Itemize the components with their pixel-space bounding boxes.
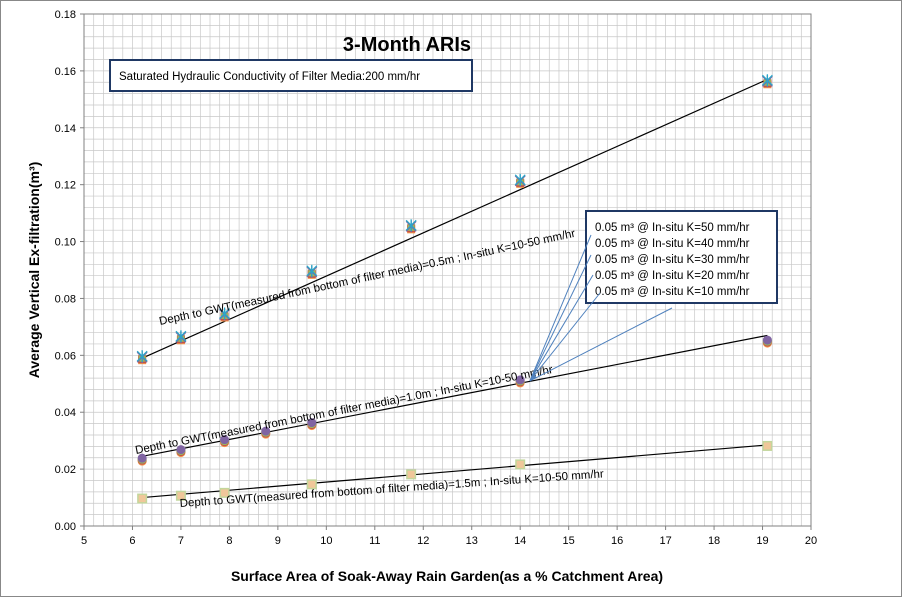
y-tick-label: 0.04 bbox=[55, 407, 76, 419]
data-point-k50 bbox=[136, 350, 148, 363]
x-tick-label: 18 bbox=[708, 535, 720, 547]
x-tick-label: 14 bbox=[514, 535, 526, 547]
annotation-box bbox=[109, 59, 473, 92]
x-tick-label: 11 bbox=[369, 535, 380, 547]
legend-entry: 0.05 m³ @ In-situ K=40 mm/hr bbox=[595, 238, 750, 250]
data-point-k40 bbox=[515, 375, 525, 385]
x-tick-label: 6 bbox=[129, 535, 135, 547]
data-point-k10 bbox=[516, 460, 524, 468]
y-tick-label: 0.14 bbox=[55, 123, 76, 135]
data-point-k10 bbox=[308, 480, 316, 488]
arrow-head bbox=[529, 373, 537, 381]
x-tick-label: 15 bbox=[563, 535, 575, 547]
x-tick-label: 7 bbox=[178, 535, 184, 547]
legend-entry: 0.05 m³ @ In-situ K=50 mm/hr bbox=[595, 222, 750, 234]
x-tick-label: 13 bbox=[466, 535, 478, 547]
legend-entry: 0.05 m³ @ In-situ K=30 mm/hr bbox=[595, 254, 750, 266]
legend-arrow bbox=[529, 234, 592, 382]
y-tick-label: 0.00 bbox=[55, 521, 76, 533]
x-tick-label: 20 bbox=[805, 535, 817, 547]
data-point-k40 bbox=[307, 418, 317, 428]
x-tick-label: 19 bbox=[756, 535, 768, 547]
data-point-k10 bbox=[407, 470, 415, 478]
x-tick-label: 12 bbox=[417, 535, 429, 547]
legend-arrow bbox=[529, 292, 601, 382]
legend-arrow bbox=[529, 274, 594, 382]
trendline-labels: Depth to GWT(measured from bottom of fil… bbox=[134, 228, 604, 510]
y-axis-title: Average Vertical Ex-filtration(m³) bbox=[26, 162, 42, 379]
data-point-k40 bbox=[762, 335, 772, 345]
data-point-k10 bbox=[138, 495, 146, 503]
data-points bbox=[136, 74, 773, 504]
legend: 0.05 m³ @ In-situ K=50 mm/hr 0.05 m³ @ In… bbox=[585, 210, 778, 304]
chart-title: 3-Month ARIs bbox=[343, 34, 471, 56]
legend-arrow bbox=[529, 307, 673, 382]
x-tick-label: 17 bbox=[659, 535, 671, 547]
x-tick-label: 8 bbox=[226, 535, 232, 547]
x-tick-label: 16 bbox=[611, 535, 623, 547]
x-axis-title: Surface Area of Soak-Away Rain Garden(as… bbox=[231, 568, 663, 584]
data-point-k40 bbox=[261, 426, 271, 436]
legend-entry: 0.05 m³ @ In-situ K=10 mm/hr bbox=[595, 286, 750, 298]
data-point-k50 bbox=[219, 307, 231, 320]
data-point-k50 bbox=[761, 74, 773, 87]
data-point-k50 bbox=[514, 173, 526, 186]
legend-box bbox=[585, 210, 778, 304]
y-tick-label: 0.12 bbox=[55, 180, 76, 192]
legend-arrows bbox=[529, 234, 673, 382]
legend-entry: 0.05 m³ @ In-situ K=20 mm/hr bbox=[595, 270, 750, 282]
data-point-k50 bbox=[405, 219, 417, 232]
y-tick-label: 0.08 bbox=[55, 293, 76, 305]
tick-labels: 5 6 7 8 9 10 11 12 13 14 15 16 17 18 19 20 0.00 0.02 0.04 0… bbox=[55, 9, 818, 547]
x-tick-label: 10 bbox=[320, 535, 332, 547]
chart-axes bbox=[83, 13, 812, 527]
data-point-k40 bbox=[176, 445, 186, 455]
y-tick-label: 0.16 bbox=[55, 66, 76, 78]
trendline bbox=[142, 334, 768, 457]
trendline bbox=[141, 78, 768, 359]
data-point-k10 bbox=[177, 492, 185, 500]
legend-arrow bbox=[529, 254, 592, 382]
plot-area-border bbox=[83, 13, 812, 527]
trendlines bbox=[141, 78, 768, 499]
y-tick-label: 0.18 bbox=[55, 9, 76, 21]
data-point-k50 bbox=[175, 330, 187, 343]
data-point-k50 bbox=[306, 264, 318, 277]
data-point-k40 bbox=[137, 453, 147, 463]
data-point-k40 bbox=[220, 435, 230, 445]
x-tick-label: 5 bbox=[81, 535, 87, 547]
annotation-text: Saturated Hydraulic Conductivity of Filt… bbox=[119, 71, 420, 83]
y-tick-label: 0.06 bbox=[55, 350, 76, 362]
data-point-k10 bbox=[763, 442, 771, 450]
data-point-k10 bbox=[221, 489, 229, 497]
x-tick-label: 9 bbox=[275, 535, 281, 547]
y-tick-label: 0.02 bbox=[55, 464, 76, 476]
trendline bbox=[142, 444, 768, 499]
y-tick-label: 0.10 bbox=[55, 237, 76, 249]
trendline-label: Depth to GWT(measured from bottom of fil… bbox=[158, 228, 576, 328]
